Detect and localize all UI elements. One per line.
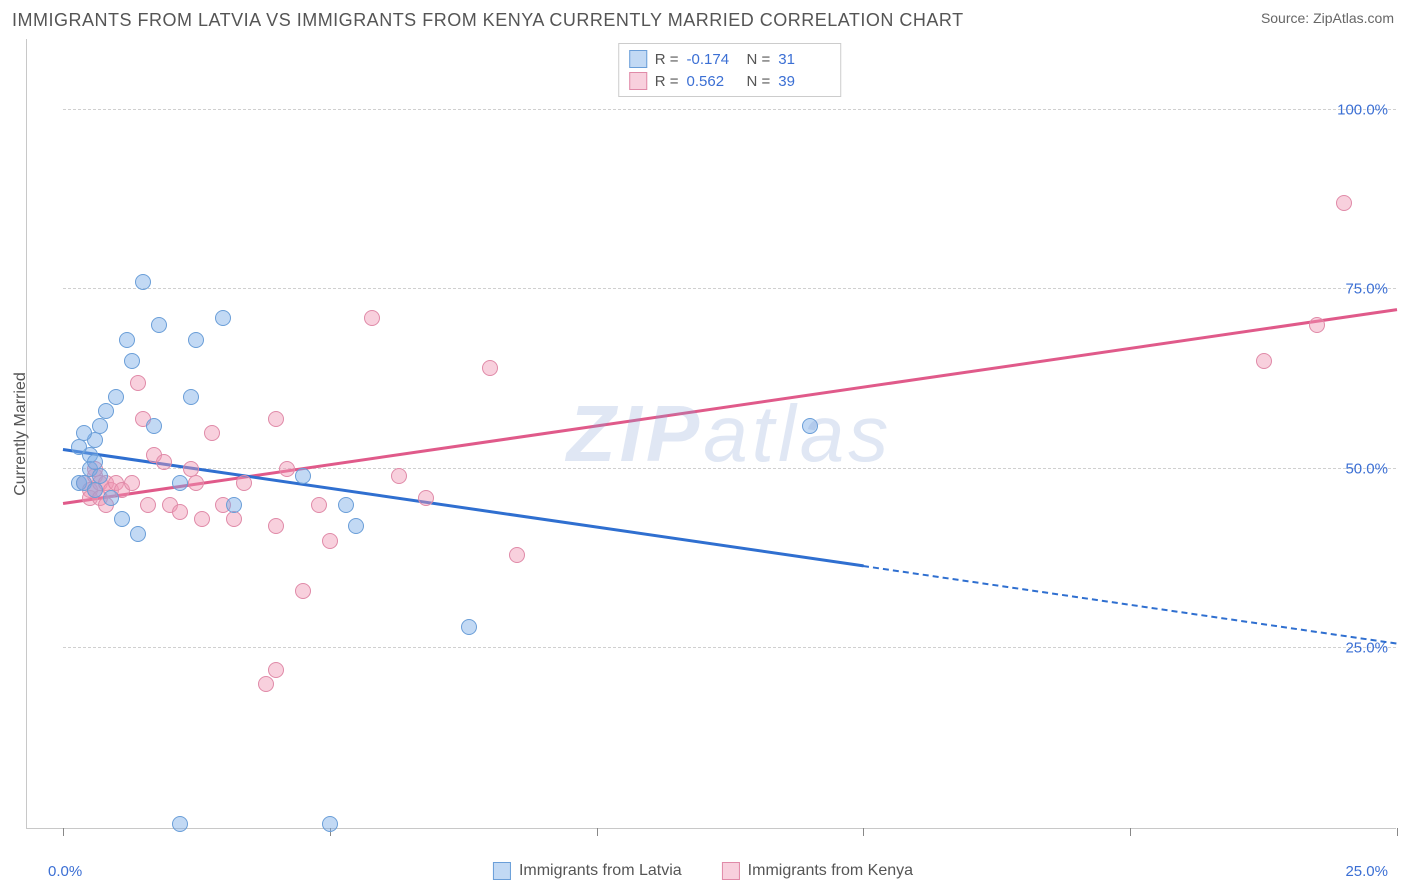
scatter-point [114, 511, 130, 527]
scatter-point [215, 310, 231, 326]
scatter-point [802, 418, 818, 434]
legend-n-kenya: 39 [778, 73, 830, 90]
scatter-point [226, 497, 242, 513]
scatter-point [130, 375, 146, 391]
x-tick [597, 828, 598, 836]
watermark: ZIPatlas [567, 388, 892, 480]
legend-item-latvia: Immigrants from Latvia [493, 862, 682, 880]
chart-title: IMMIGRANTS FROM LATVIA VS IMMIGRANTS FRO… [12, 10, 964, 31]
scatter-point [188, 332, 204, 348]
scatter-point [258, 676, 274, 692]
x-tick [63, 828, 64, 836]
scatter-point [76, 425, 92, 441]
scatter-point [172, 504, 188, 520]
trend-line [63, 308, 1397, 504]
scatter-point [1256, 353, 1272, 369]
trend-line [863, 565, 1397, 645]
scatter-point [295, 468, 311, 484]
gridline [63, 468, 1396, 469]
legend-n-latvia: 31 [778, 51, 830, 68]
legend-r-label: R = [655, 73, 679, 90]
legend-r-latvia: -0.174 [687, 51, 739, 68]
scatter-point [71, 439, 87, 455]
scatter-point [1309, 317, 1325, 333]
scatter-point [103, 490, 119, 506]
scatter-point [194, 511, 210, 527]
x-tick [1397, 828, 1398, 836]
legend-item-kenya: Immigrants from Kenya [722, 862, 913, 880]
scatter-point [418, 490, 434, 506]
x-tick-label-max: 25.0% [1345, 863, 1388, 880]
plot-area: ZIPatlas R = -0.174 N = 31 R = 0.562 N =… [63, 39, 1396, 828]
scatter-point [92, 418, 108, 434]
x-tick [1130, 828, 1131, 836]
gridline [63, 109, 1396, 110]
gridline [63, 647, 1396, 648]
legend-label-latvia: Immigrants from Latvia [519, 862, 682, 880]
y-tick-label: 50.0% [1345, 460, 1388, 477]
scatter-point [130, 526, 146, 542]
scatter-point [509, 547, 525, 563]
gridline [63, 288, 1396, 289]
scatter-point [172, 816, 188, 832]
scatter-point [151, 317, 167, 333]
scatter-point [322, 533, 338, 549]
scatter-point [124, 475, 140, 491]
legend-swatch-kenya [629, 72, 647, 90]
scatter-point [295, 583, 311, 599]
x-tick [863, 828, 864, 836]
scatter-point [482, 360, 498, 376]
scatter-point [268, 411, 284, 427]
scatter-point [156, 454, 172, 470]
scatter-point [268, 662, 284, 678]
scatter-point [364, 310, 380, 326]
scatter-point [108, 389, 124, 405]
scatter-point [279, 461, 295, 477]
scatter-point [311, 497, 327, 513]
scatter-point [391, 468, 407, 484]
legend-stats: R = -0.174 N = 31 R = 0.562 N = 39 [618, 43, 842, 97]
legend-series: Immigrants from Latvia Immigrants from K… [493, 862, 913, 880]
scatter-point [146, 418, 162, 434]
scatter-point [226, 511, 242, 527]
chart-container: Currently Married ZIPatlas R = -0.174 N … [26, 39, 1396, 829]
scatter-point [461, 619, 477, 635]
scatter-point [124, 353, 140, 369]
scatter-point [140, 497, 156, 513]
scatter-point [135, 274, 151, 290]
scatter-point [183, 389, 199, 405]
legend-n-label: N = [747, 73, 771, 90]
legend-label-kenya: Immigrants from Kenya [748, 862, 913, 880]
scatter-point [268, 518, 284, 534]
scatter-point [98, 403, 114, 419]
legend-r-label: R = [655, 51, 679, 68]
x-tick-label-min: 0.0% [48, 863, 82, 880]
source-label: Source: ZipAtlas.com [1261, 10, 1394, 26]
scatter-point [322, 816, 338, 832]
legend-stats-row-latvia: R = -0.174 N = 31 [629, 48, 831, 70]
scatter-point [119, 332, 135, 348]
scatter-point [236, 475, 252, 491]
y-tick-label: 100.0% [1337, 101, 1388, 118]
y-axis-label: Currently Married [12, 372, 30, 496]
scatter-point [204, 425, 220, 441]
legend-stats-row-kenya: R = 0.562 N = 39 [629, 70, 831, 92]
scatter-point [87, 482, 103, 498]
legend-r-kenya: 0.562 [687, 73, 739, 90]
scatter-point [338, 497, 354, 513]
scatter-point [172, 475, 188, 491]
scatter-point [348, 518, 364, 534]
scatter-point [1336, 195, 1352, 211]
legend-swatch-kenya [722, 862, 740, 880]
y-tick-label: 75.0% [1345, 281, 1388, 298]
scatter-point [188, 475, 204, 491]
legend-swatch-latvia [629, 50, 647, 68]
legend-swatch-latvia [493, 862, 511, 880]
legend-n-label: N = [747, 51, 771, 68]
